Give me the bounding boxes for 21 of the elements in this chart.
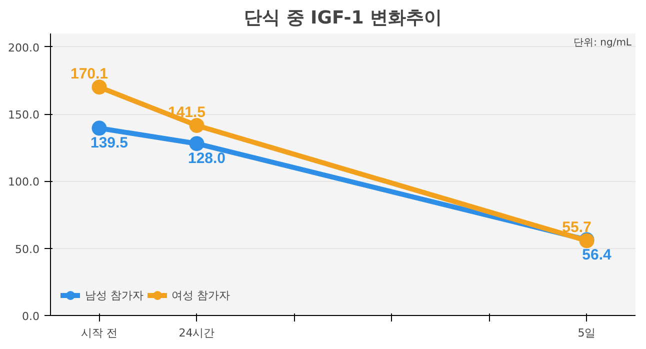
y-tick-label: 100.0 (8, 176, 40, 189)
y-tick-label: 200.0 (8, 41, 40, 54)
data-label: 170.1 (70, 66, 108, 83)
legend-label: 남성 참가자 (85, 288, 144, 302)
y-tick-label: 50.0 (15, 242, 40, 256)
y-tick-label: 150.0 (8, 108, 40, 122)
data-label: 128.0 (188, 150, 226, 168)
x-tick-label: 24시간 (178, 326, 215, 340)
data-label: 139.5 (90, 134, 128, 152)
point (92, 80, 107, 95)
x-tick-label: 5일 (578, 326, 596, 340)
annotation: 단위: ng/mL (574, 38, 632, 48)
point (189, 118, 204, 133)
chart-title: 단식 중 IGF-1 변화추이 (244, 8, 442, 28)
x-tick-label: 시작 전 (81, 326, 118, 340)
point (189, 136, 204, 152)
y-tick-label: 0.0 (22, 310, 40, 323)
data-label: 56.4 (582, 246, 612, 264)
legend-label: 여성 참가자 (172, 288, 230, 302)
data-label: 55.7 (562, 219, 592, 236)
point (92, 120, 107, 136)
